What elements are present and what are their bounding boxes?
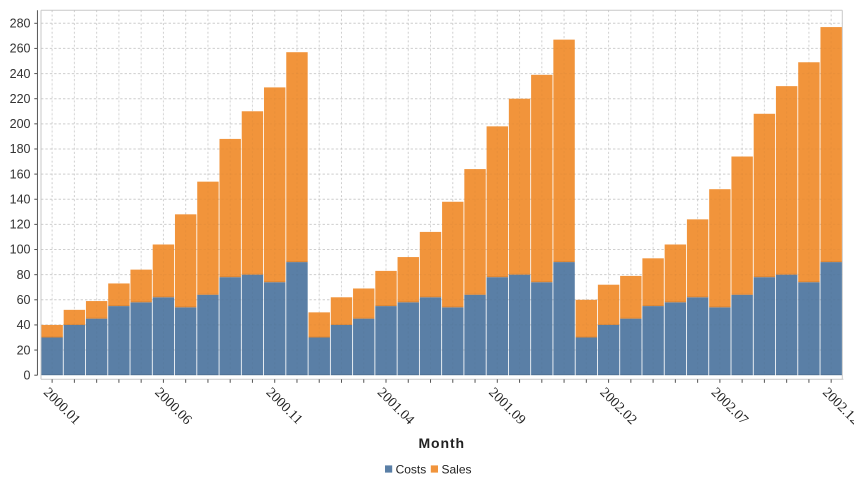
svg-text:Costs: Costs (396, 463, 427, 477)
svg-text:2002.12: 2002.12 (819, 385, 854, 428)
svg-text:140: 140 (10, 192, 31, 206)
svg-text:2000.11: 2000.11 (263, 385, 305, 427)
svg-text:2002.02: 2002.02 (597, 385, 640, 428)
svg-text:280: 280 (10, 17, 31, 31)
svg-text:0: 0 (24, 368, 31, 382)
svg-text:60: 60 (17, 293, 31, 307)
svg-text:220: 220 (10, 92, 31, 106)
svg-text:2002.07: 2002.07 (708, 385, 751, 428)
svg-text:240: 240 (10, 67, 31, 81)
svg-text:80: 80 (17, 268, 31, 282)
svg-text:100: 100 (10, 243, 31, 257)
svg-text:180: 180 (10, 142, 31, 156)
svg-text:2001.09: 2001.09 (485, 385, 528, 428)
svg-text:Month: Month (419, 435, 465, 451)
svg-text:160: 160 (10, 167, 31, 181)
svg-text:200: 200 (10, 117, 31, 131)
svg-text:20: 20 (17, 343, 31, 357)
svg-text:2000.06: 2000.06 (151, 385, 194, 428)
svg-text:2000.01: 2000.01 (40, 385, 83, 428)
svg-text:2001.04: 2001.04 (374, 385, 417, 428)
svg-text:260: 260 (10, 42, 31, 56)
svg-text:120: 120 (10, 218, 31, 232)
svg-text:Sales: Sales (442, 463, 472, 477)
svg-text:40: 40 (17, 318, 31, 332)
